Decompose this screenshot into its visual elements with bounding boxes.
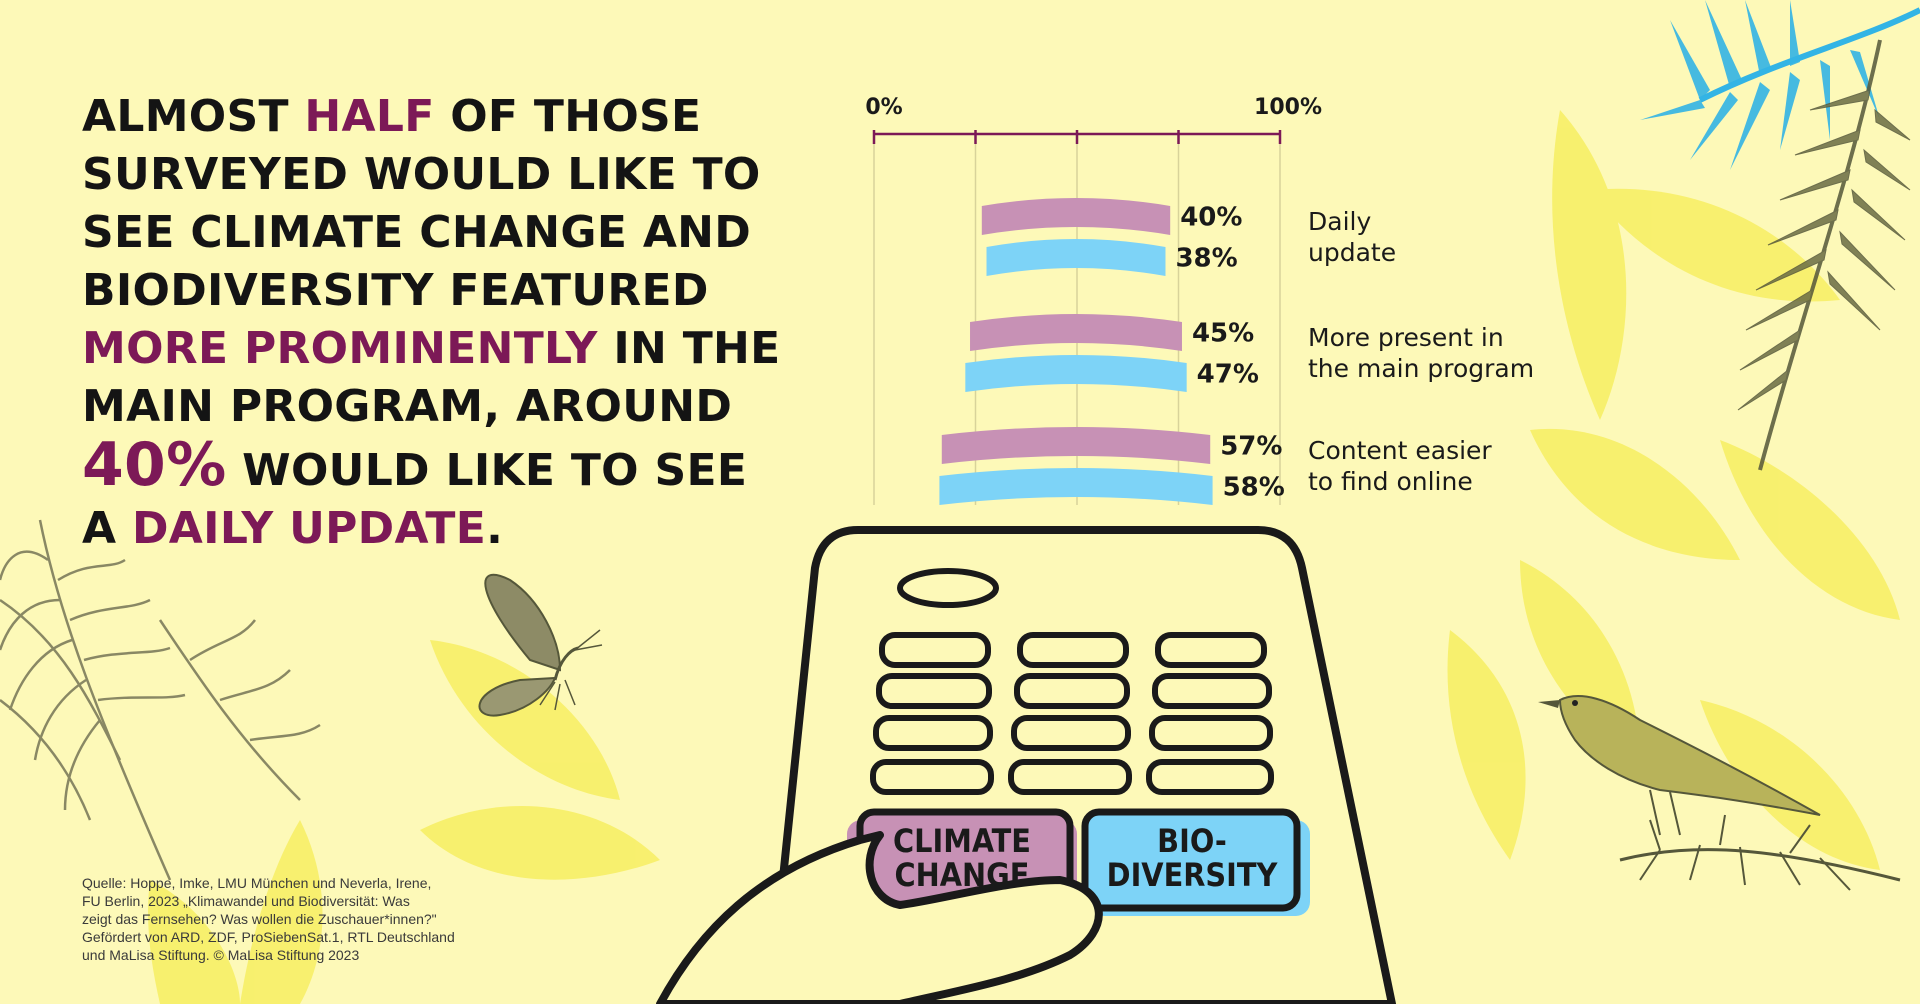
category-label-1-line-1: the main program bbox=[1308, 354, 1534, 383]
bar-climate-0 bbox=[981, 198, 1171, 235]
remote-key bbox=[1017, 632, 1129, 668]
data-label-biodiversity-2: 58% bbox=[1223, 473, 1285, 503]
category-label-2-line-0: Content easier bbox=[1308, 436, 1492, 465]
headline-segment-plain: IN THE MAIN PROGRAM, AROUND bbox=[82, 323, 781, 432]
headline-segment-highlight: DAILY UPDATE bbox=[131, 503, 487, 554]
tv-remote-icon: CLIMATE CHANGE BIO- DIVERSITY bbox=[656, 526, 1397, 1004]
bio-button bbox=[1081, 808, 1301, 912]
headline-segment-plain: WOULD LIKE TO SEE A bbox=[82, 445, 748, 554]
data-label-climate-0: 40% bbox=[1180, 203, 1242, 233]
chart-bars bbox=[939, 198, 1213, 505]
headline-segment-highlight: HALF bbox=[304, 91, 435, 142]
fern-icon bbox=[1737, 39, 1911, 471]
headline-segment-big: 40% bbox=[82, 430, 227, 500]
palm-leaf-icon bbox=[1640, 0, 1920, 170]
remote-key bbox=[1152, 673, 1272, 709]
headline-segment-plain: OF THOSE SURVEYED WOULD LIKE TO SEE CLIM… bbox=[82, 91, 761, 316]
bar-biodiversity-2 bbox=[939, 468, 1213, 505]
remote-key bbox=[1155, 632, 1267, 668]
headline: ALMOST HALF OF THOSE SURVEYED WOULD LIKE… bbox=[82, 88, 782, 558]
headline-segment-highlight: MORE PROMINENTLY bbox=[82, 323, 598, 374]
remote-key bbox=[1008, 759, 1132, 795]
foliage-shapes bbox=[148, 110, 1900, 1004]
headline-segment-plain: . bbox=[486, 503, 504, 554]
remote-key bbox=[876, 673, 992, 709]
remote-key bbox=[1146, 759, 1274, 795]
bar-climate-2 bbox=[941, 427, 1211, 464]
remote-key bbox=[879, 632, 991, 668]
bar-biodiversity-1 bbox=[965, 355, 1187, 392]
remote-key bbox=[1014, 673, 1130, 709]
data-label-climate-2: 57% bbox=[1220, 432, 1282, 462]
headline-segment-plain: ALMOST bbox=[82, 91, 305, 142]
hand-icon bbox=[656, 831, 1103, 1004]
category-label-0-line-0: Daily bbox=[1308, 207, 1371, 236]
butterfly-icon bbox=[478, 573, 603, 717]
climate-button-line-1: CLIMATE bbox=[893, 822, 1031, 860]
left-fern-icon bbox=[0, 519, 321, 881]
bio-button-line-1: BIO- bbox=[1157, 822, 1227, 860]
chart-grid: 0% 100% bbox=[865, 95, 1322, 505]
bird-icon bbox=[1538, 695, 1901, 891]
category-label-1-line-0: More present in bbox=[1308, 323, 1504, 352]
remote-key bbox=[1149, 715, 1273, 751]
remote-key bbox=[870, 759, 994, 795]
remote-keys bbox=[870, 632, 1274, 795]
data-label-climate-1: 45% bbox=[1192, 319, 1254, 349]
bar-climate-1 bbox=[970, 314, 1182, 351]
remote-key bbox=[1011, 715, 1131, 751]
remote-power-button bbox=[897, 568, 999, 608]
bar-biodiversity-0 bbox=[986, 239, 1166, 276]
tick-label-max: 100% bbox=[1254, 95, 1322, 120]
category-label-2-line-1: to find online bbox=[1308, 467, 1473, 496]
bio-button-line-2: DIVERSITY bbox=[1107, 856, 1279, 894]
source-note: Quelle: Hoppe, Imke, LMU München und Nev… bbox=[82, 875, 455, 963]
remote-key bbox=[873, 715, 993, 751]
tick-label-min: 0% bbox=[865, 95, 902, 120]
data-label-biodiversity-0: 38% bbox=[1175, 244, 1237, 274]
data-label-biodiversity-1: 47% bbox=[1197, 360, 1259, 390]
category-label-0-line-1: update bbox=[1308, 238, 1396, 267]
